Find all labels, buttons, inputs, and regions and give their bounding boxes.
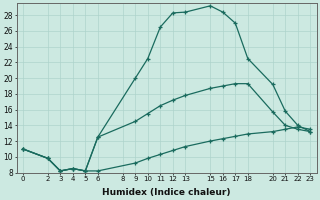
X-axis label: Humidex (Indice chaleur): Humidex (Indice chaleur) [102, 188, 231, 197]
